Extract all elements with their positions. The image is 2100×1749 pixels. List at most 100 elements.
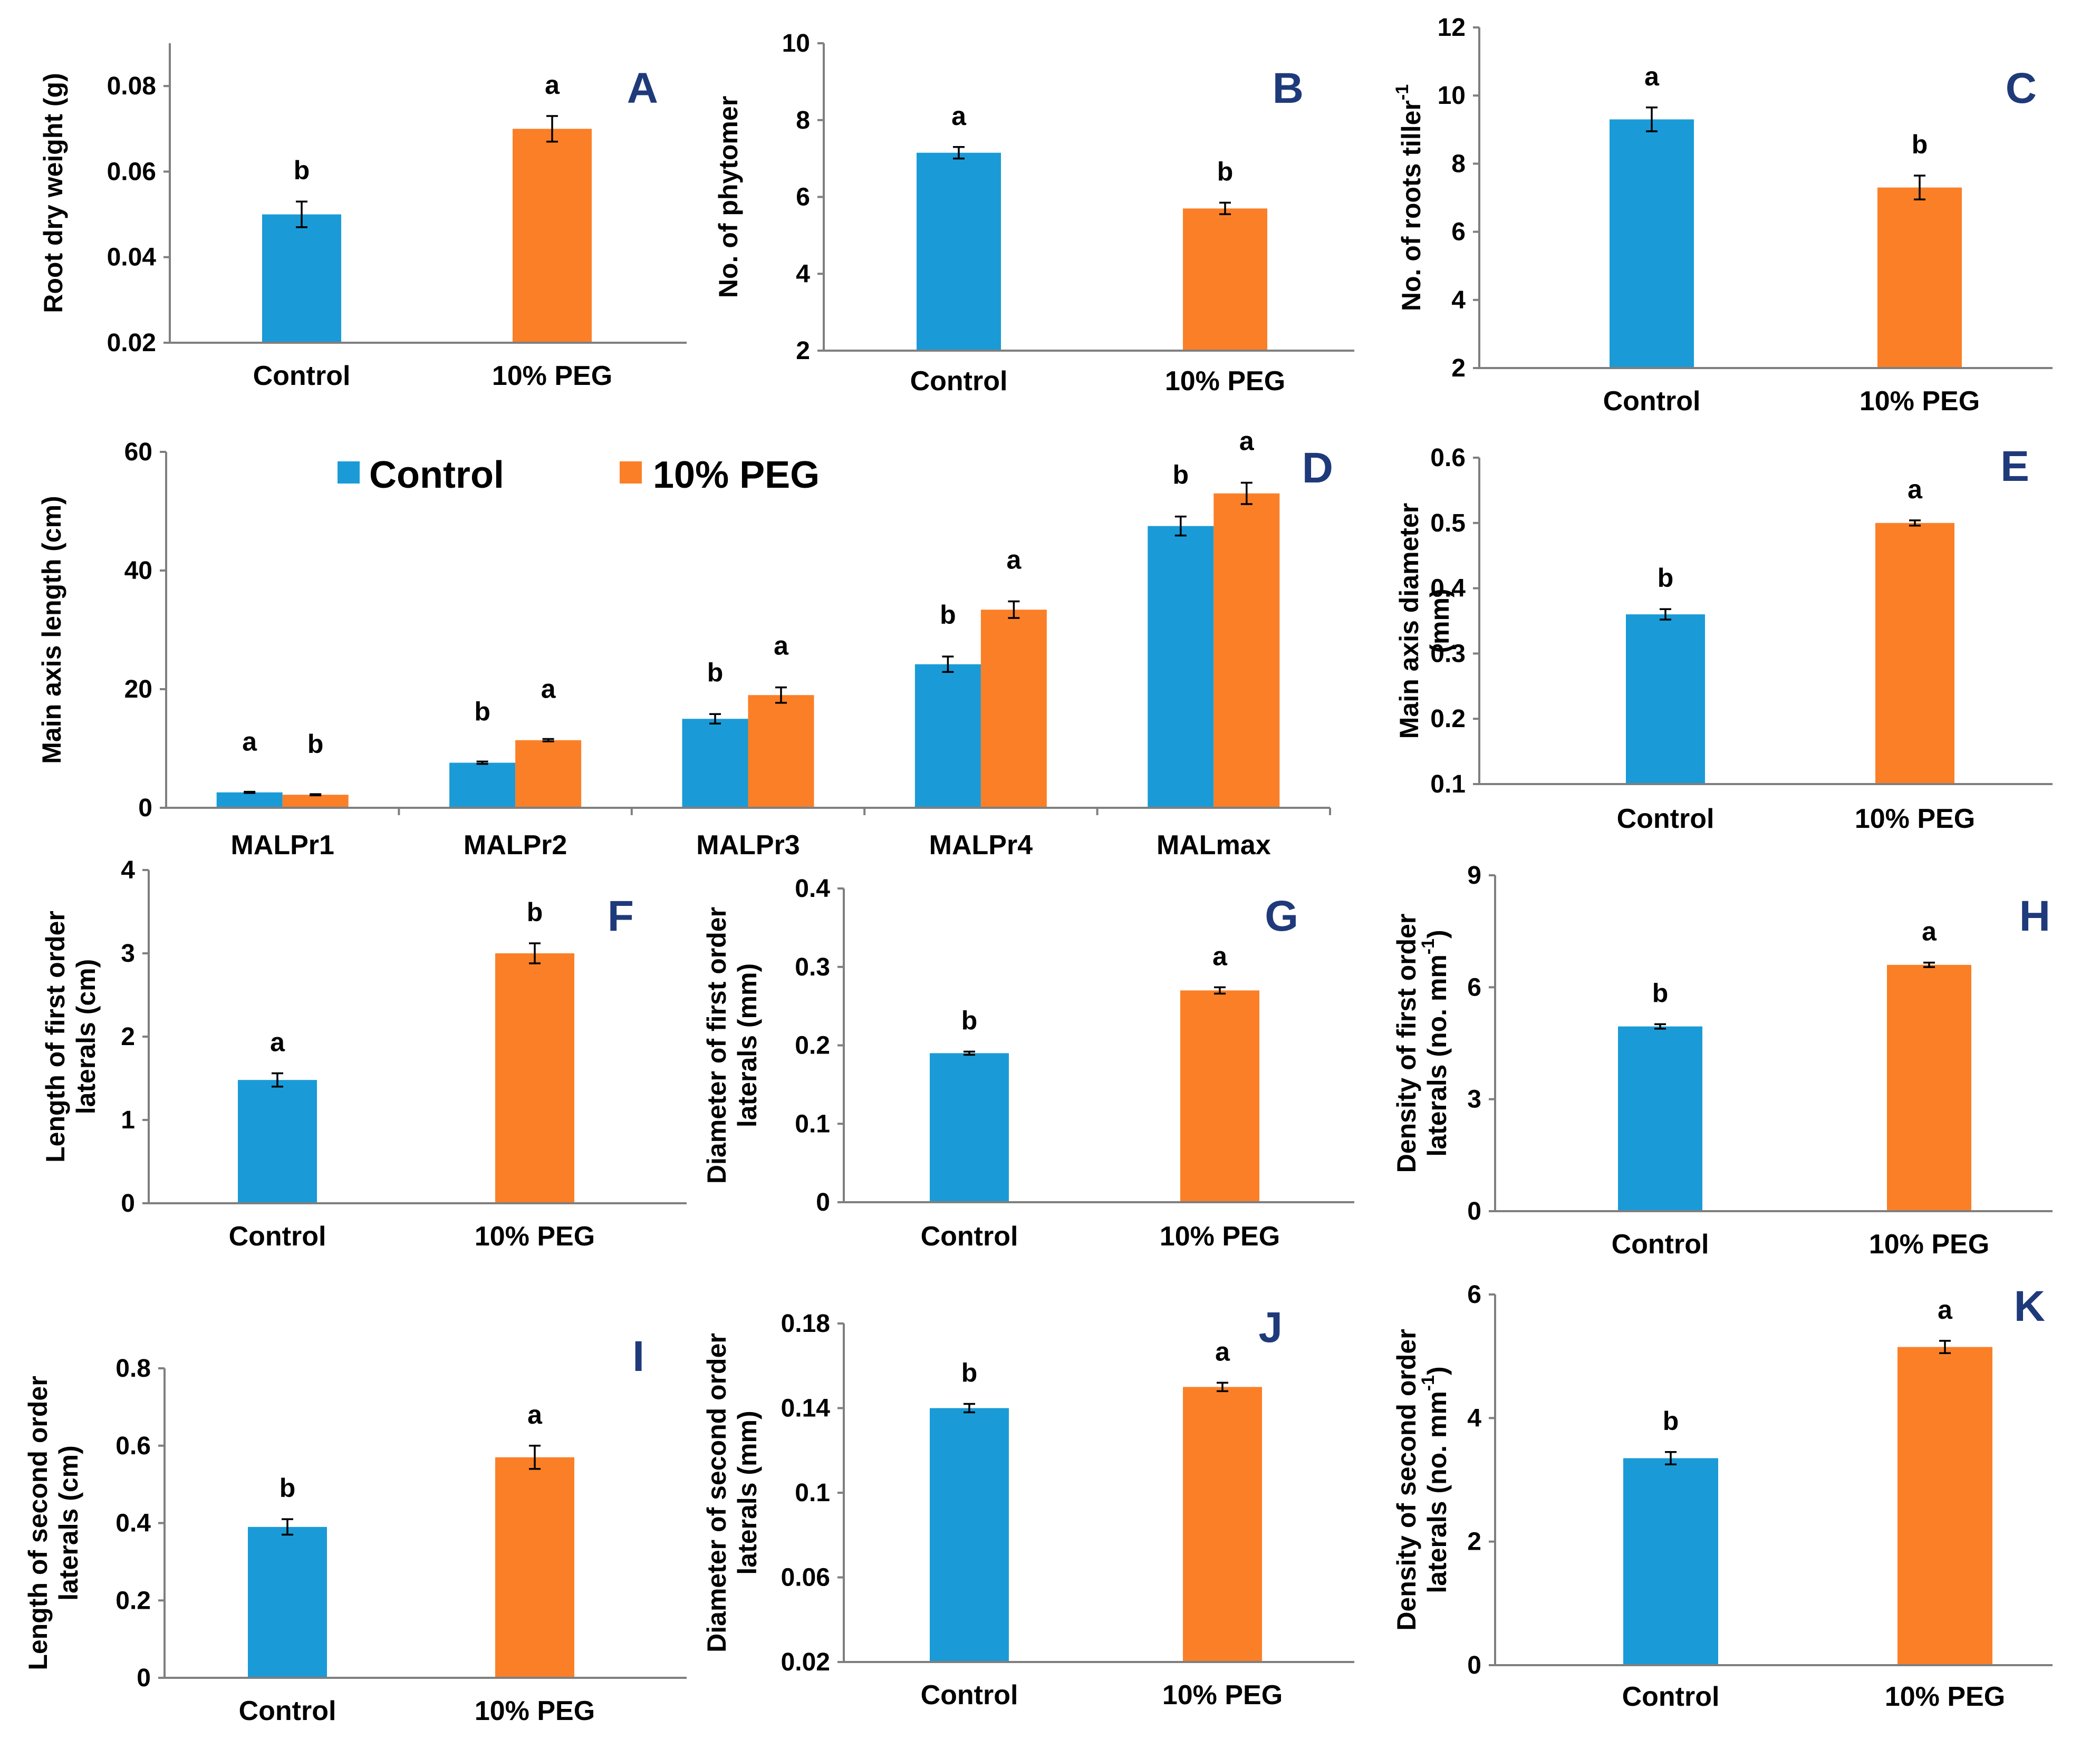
y-tick-label: 0.4 (115, 1510, 151, 1538)
y-axis-label: Main axis diameter (1394, 503, 1424, 739)
x-category-label: Control (921, 1221, 1018, 1252)
y-tick-label: 2 (1451, 354, 1466, 382)
y-tick-label: 3 (121, 940, 135, 968)
y-tick-label: 0 (138, 794, 152, 822)
y-tick-label: 0.8 (115, 1355, 151, 1383)
panel-f: Length of first order laterals (cm) a Contr… (41, 856, 687, 1252)
significance-letter: a (541, 674, 556, 704)
bar-control-malpr4 (914, 664, 981, 808)
panel-k: Density of second order laterals (no. mm-… (1392, 1281, 2053, 1712)
y-tick-label: 0 (121, 1190, 135, 1217)
bar-control-malpr2 (449, 762, 516, 808)
y-tick-label: 0 (137, 1664, 151, 1692)
x-category-label: 10% PEG (475, 1696, 595, 1726)
y-tick-label: 9 (1467, 862, 1481, 890)
x-category-label: MALmax (1157, 830, 1271, 861)
y-axis-label: laterals (mm) (733, 963, 762, 1127)
y-axis-label: Length of second order (23, 1376, 53, 1670)
y-axis-label: No. of phytomer (714, 96, 743, 298)
significance-letter: a (1922, 917, 1937, 946)
y-axis-label-text: No. of phytomer (714, 96, 743, 298)
y-tick-label: 6 (1451, 218, 1466, 246)
y-axis-label-text: Root dry weight (g) (38, 73, 68, 313)
bar-peg-malpr4 (980, 610, 1047, 808)
x-category-label: Control (910, 366, 1008, 397)
panel-label: B (1273, 64, 1304, 112)
significance-letter: b (280, 1473, 296, 1503)
y-tick-label: 0.04 (107, 244, 157, 272)
significance-letter: b (1652, 978, 1669, 1008)
y-axis-label-text: laterals (mm) (733, 963, 762, 1127)
y-axis-label: Diameter of second order (702, 1333, 731, 1653)
y-axis-label: Root dry weight (g) (38, 73, 68, 313)
y-axis-label-text: Length of second order (23, 1376, 53, 1670)
significance-letter: b (707, 658, 724, 687)
legend: Control 10% PEG (338, 454, 820, 496)
significance-letter: b (1658, 563, 1674, 593)
y-axis-label: Main axis length (cm) (37, 496, 66, 764)
y-tick-label: 0.3 (795, 953, 830, 981)
y-tick-label: 0.2 (795, 1032, 830, 1060)
panel-a: Root dry weight (g) b Control a 10% PEG 0.02 0… (38, 43, 687, 391)
y-tick-label: 2 (1467, 1528, 1481, 1556)
significance-letter: a (951, 101, 967, 131)
y-axis-label-text: Density of first order (1392, 914, 1421, 1173)
y-tick-label: 4 (121, 856, 135, 884)
x-category-label: Control (1603, 386, 1701, 417)
y-tick-label: 6 (796, 183, 810, 211)
y-tick-label: 0.2 (1430, 705, 1466, 733)
y-tick-label: 0.06 (781, 1564, 830, 1592)
y-tick-label: 0.18 (781, 1310, 830, 1338)
x-category-label: 10% PEG (1162, 1680, 1283, 1711)
bar-peg-malpr3 (748, 695, 814, 808)
panel-label: G (1265, 892, 1298, 940)
x-category-label: Control (239, 1696, 336, 1726)
y-axis-label-text: laterals (no. mm (1422, 954, 1452, 1156)
bar-control (1623, 1458, 1718, 1665)
bar-peg (513, 129, 592, 343)
significance-letter: b (527, 897, 543, 927)
y-tick-label: 0.06 (107, 158, 156, 186)
bar-peg (1877, 187, 1962, 368)
panel-label: I (632, 1332, 644, 1380)
bar-peg (1183, 1387, 1262, 1662)
bar-control (917, 152, 1001, 351)
y-tick-label: 12 (1438, 14, 1466, 42)
x-category-label: MALPr3 (696, 830, 799, 861)
significance-letter: b (961, 1006, 978, 1035)
y-tick-label: 10 (1438, 82, 1466, 110)
y-axis-label: Density of first order (1392, 914, 1421, 1173)
bar-peg (1180, 990, 1259, 1202)
y-axis-label-tail: ) (1422, 1366, 1452, 1375)
legend-label-control: Control (369, 454, 504, 496)
significance-letter: a (270, 1028, 285, 1057)
significance-letter: b (940, 600, 956, 630)
y-axis-label: Length of first order (41, 911, 70, 1163)
bar-control (1610, 119, 1694, 369)
y-axis-label-text: laterals (cm) (54, 1445, 83, 1601)
significance-letter: a (1006, 545, 1022, 575)
significance-letter: a (527, 1400, 543, 1429)
significance-letter: b (1217, 157, 1234, 186)
x-category-label: Control (921, 1680, 1018, 1711)
y-tick-label: 4 (1467, 1404, 1481, 1432)
significance-letter: a (545, 70, 560, 100)
y-tick-label: 0.02 (781, 1648, 830, 1676)
bar-peg (495, 1457, 574, 1678)
bar-peg-malpr2 (515, 740, 582, 808)
y-axis-label-text: laterals (cm) (71, 959, 101, 1115)
significance-letter: a (1239, 427, 1255, 456)
y-axis-label: laterals (no. mm-1) (1418, 1366, 1452, 1593)
y-axis-label: No. of roots tiller-1 (1392, 84, 1426, 311)
panel-c: No. of roots tiller-1 a Control b 10% PEG 2 4 6… (1392, 14, 2053, 417)
y-tick-label: 2 (796, 337, 810, 365)
panel-i: Length of second order laterals (cm) b Cont… (23, 1332, 687, 1726)
bar-control-malpr3 (682, 719, 748, 808)
significance-letter: b (1663, 1406, 1679, 1436)
panel-h: Density of first order laterals (no. mm-1… (1392, 862, 2053, 1260)
y-tick-label: 0.1 (795, 1110, 830, 1138)
y-axis-label: laterals (no. mm-1) (1418, 930, 1452, 1156)
y-axis-label-text: laterals (mm) (733, 1410, 762, 1574)
y-axis-label-superscript: -1 (1418, 939, 1438, 954)
